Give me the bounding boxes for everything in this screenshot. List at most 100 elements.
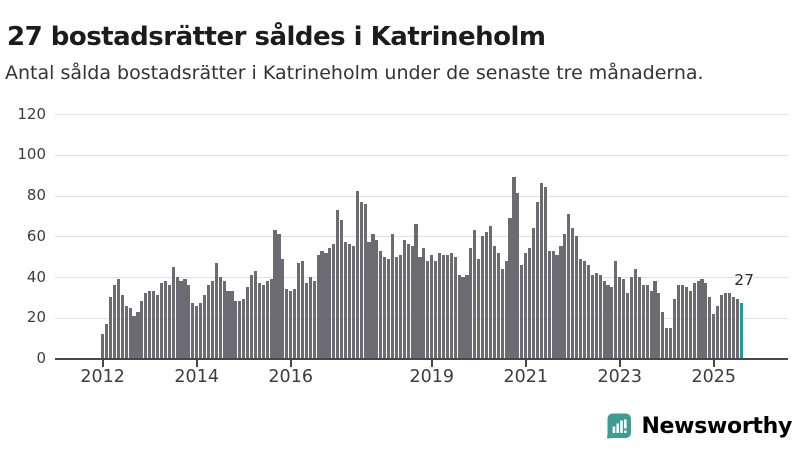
bar [101, 334, 105, 359]
bar [449, 252, 453, 359]
bar [167, 285, 171, 359]
y-tick-label-40: 40 [26, 267, 46, 286]
bar [273, 230, 277, 359]
bar [618, 277, 622, 359]
bar [528, 248, 532, 359]
x-tick-2014 [195, 360, 198, 367]
bar [524, 252, 528, 359]
bar [351, 246, 355, 359]
bar [202, 295, 207, 359]
bar [108, 297, 113, 359]
bar [140, 301, 144, 359]
bar [136, 311, 140, 359]
bar [343, 242, 348, 359]
y-tick-label-0: 0 [36, 349, 46, 367]
bar [120, 295, 124, 359]
bar [210, 281, 214, 359]
x-tick-label-2019: 2019 [409, 367, 454, 387]
bar [430, 254, 434, 359]
bar [629, 277, 634, 359]
bar [112, 285, 117, 359]
bar [300, 260, 305, 359]
bar [375, 240, 379, 359]
bar [144, 293, 148, 359]
gridline-120 [55, 114, 788, 116]
bar [171, 266, 175, 359]
bar [547, 250, 551, 359]
bar [680, 285, 684, 359]
bar [128, 307, 132, 359]
bar [543, 187, 547, 359]
bar [293, 289, 297, 359]
bar [716, 305, 720, 359]
bar [379, 250, 383, 359]
bar [481, 236, 485, 359]
bar [453, 256, 457, 359]
bar [359, 201, 363, 359]
bar [567, 213, 571, 359]
bar [492, 246, 496, 359]
bar [594, 272, 598, 359]
x-tick-2012 [101, 360, 104, 367]
bar [473, 230, 477, 359]
bar [242, 299, 246, 359]
bar [414, 224, 418, 359]
bar [633, 268, 637, 359]
bar [657, 293, 661, 359]
y-tick-label-80: 80 [26, 186, 46, 204]
bar [575, 236, 579, 359]
bar [332, 244, 336, 359]
bar [234, 301, 238, 359]
bar [465, 274, 469, 359]
bar [410, 246, 414, 359]
bar [445, 254, 449, 359]
bar [688, 291, 692, 359]
bar [535, 201, 540, 359]
bar [383, 256, 387, 359]
bar [159, 283, 164, 359]
bar [437, 252, 442, 359]
bar [457, 274, 461, 359]
bar [708, 297, 712, 359]
bar [563, 234, 567, 359]
bar [179, 281, 183, 359]
bar [582, 260, 587, 359]
bar [175, 277, 179, 359]
bar [500, 268, 504, 359]
bar [551, 250, 555, 359]
bar [484, 232, 489, 359]
bar [692, 283, 696, 359]
bar [195, 305, 199, 359]
bar [261, 285, 265, 359]
bar [590, 274, 594, 359]
chart-subtitle: Antal sålda bostadsrätter i Katrineholm … [5, 62, 704, 84]
bar [606, 285, 610, 359]
bar [269, 279, 273, 359]
bar [461, 277, 465, 359]
bar [363, 203, 367, 359]
bar [183, 279, 187, 359]
bar [673, 299, 677, 359]
bar [508, 217, 512, 359]
bar [700, 279, 704, 359]
bar [116, 279, 120, 359]
bar [622, 279, 626, 359]
bar [304, 283, 308, 359]
y-tick-label-20: 20 [26, 308, 46, 327]
bar [531, 228, 536, 359]
bar [602, 281, 606, 359]
bar [645, 285, 649, 359]
bar [336, 209, 340, 359]
bar [367, 242, 371, 359]
bar [148, 291, 152, 359]
bar [512, 177, 516, 359]
bar [277, 234, 281, 359]
bar [441, 254, 446, 359]
y-tick-label-60: 60 [26, 226, 46, 245]
bar [653, 281, 657, 359]
bar [281, 258, 285, 359]
bar [614, 260, 618, 359]
bar [226, 291, 230, 359]
bar [578, 258, 583, 359]
